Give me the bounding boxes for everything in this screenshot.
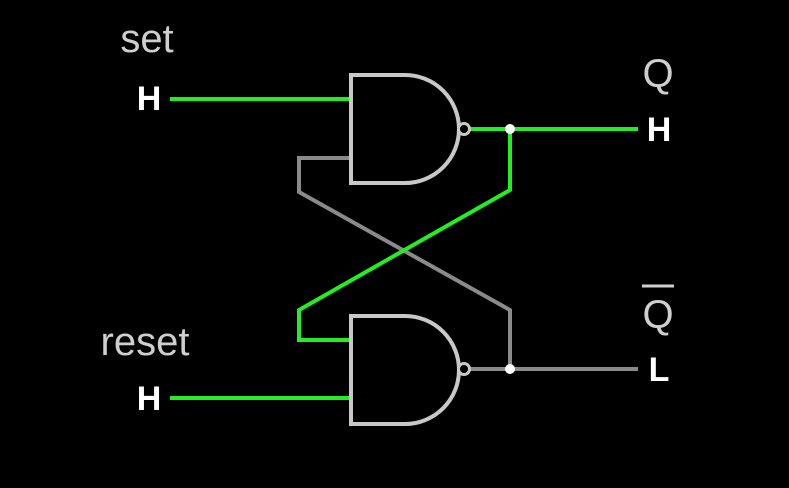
wire-q-feedback: [297, 129, 512, 342]
nand-gate-bottom: [349, 314, 461, 426]
q-bar-label: Q: [642, 293, 673, 337]
reset-level: H: [137, 380, 162, 418]
nand-gate-top: [349, 73, 461, 185]
nand-gate-bottom-bubble: [457, 362, 471, 376]
nand-gate-top-bubble: [457, 122, 471, 136]
q-label: Q: [642, 52, 673, 96]
junction-dot-q: [505, 124, 515, 134]
set-label: set: [120, 17, 173, 61]
q-bar-level: L: [649, 351, 670, 389]
wire-q-bar-feedback: [297, 156, 512, 369]
junction-dot-q-bar: [505, 364, 515, 374]
reset-label: reset: [101, 320, 190, 364]
set-level: H: [137, 80, 162, 118]
q-level: H: [647, 111, 672, 149]
